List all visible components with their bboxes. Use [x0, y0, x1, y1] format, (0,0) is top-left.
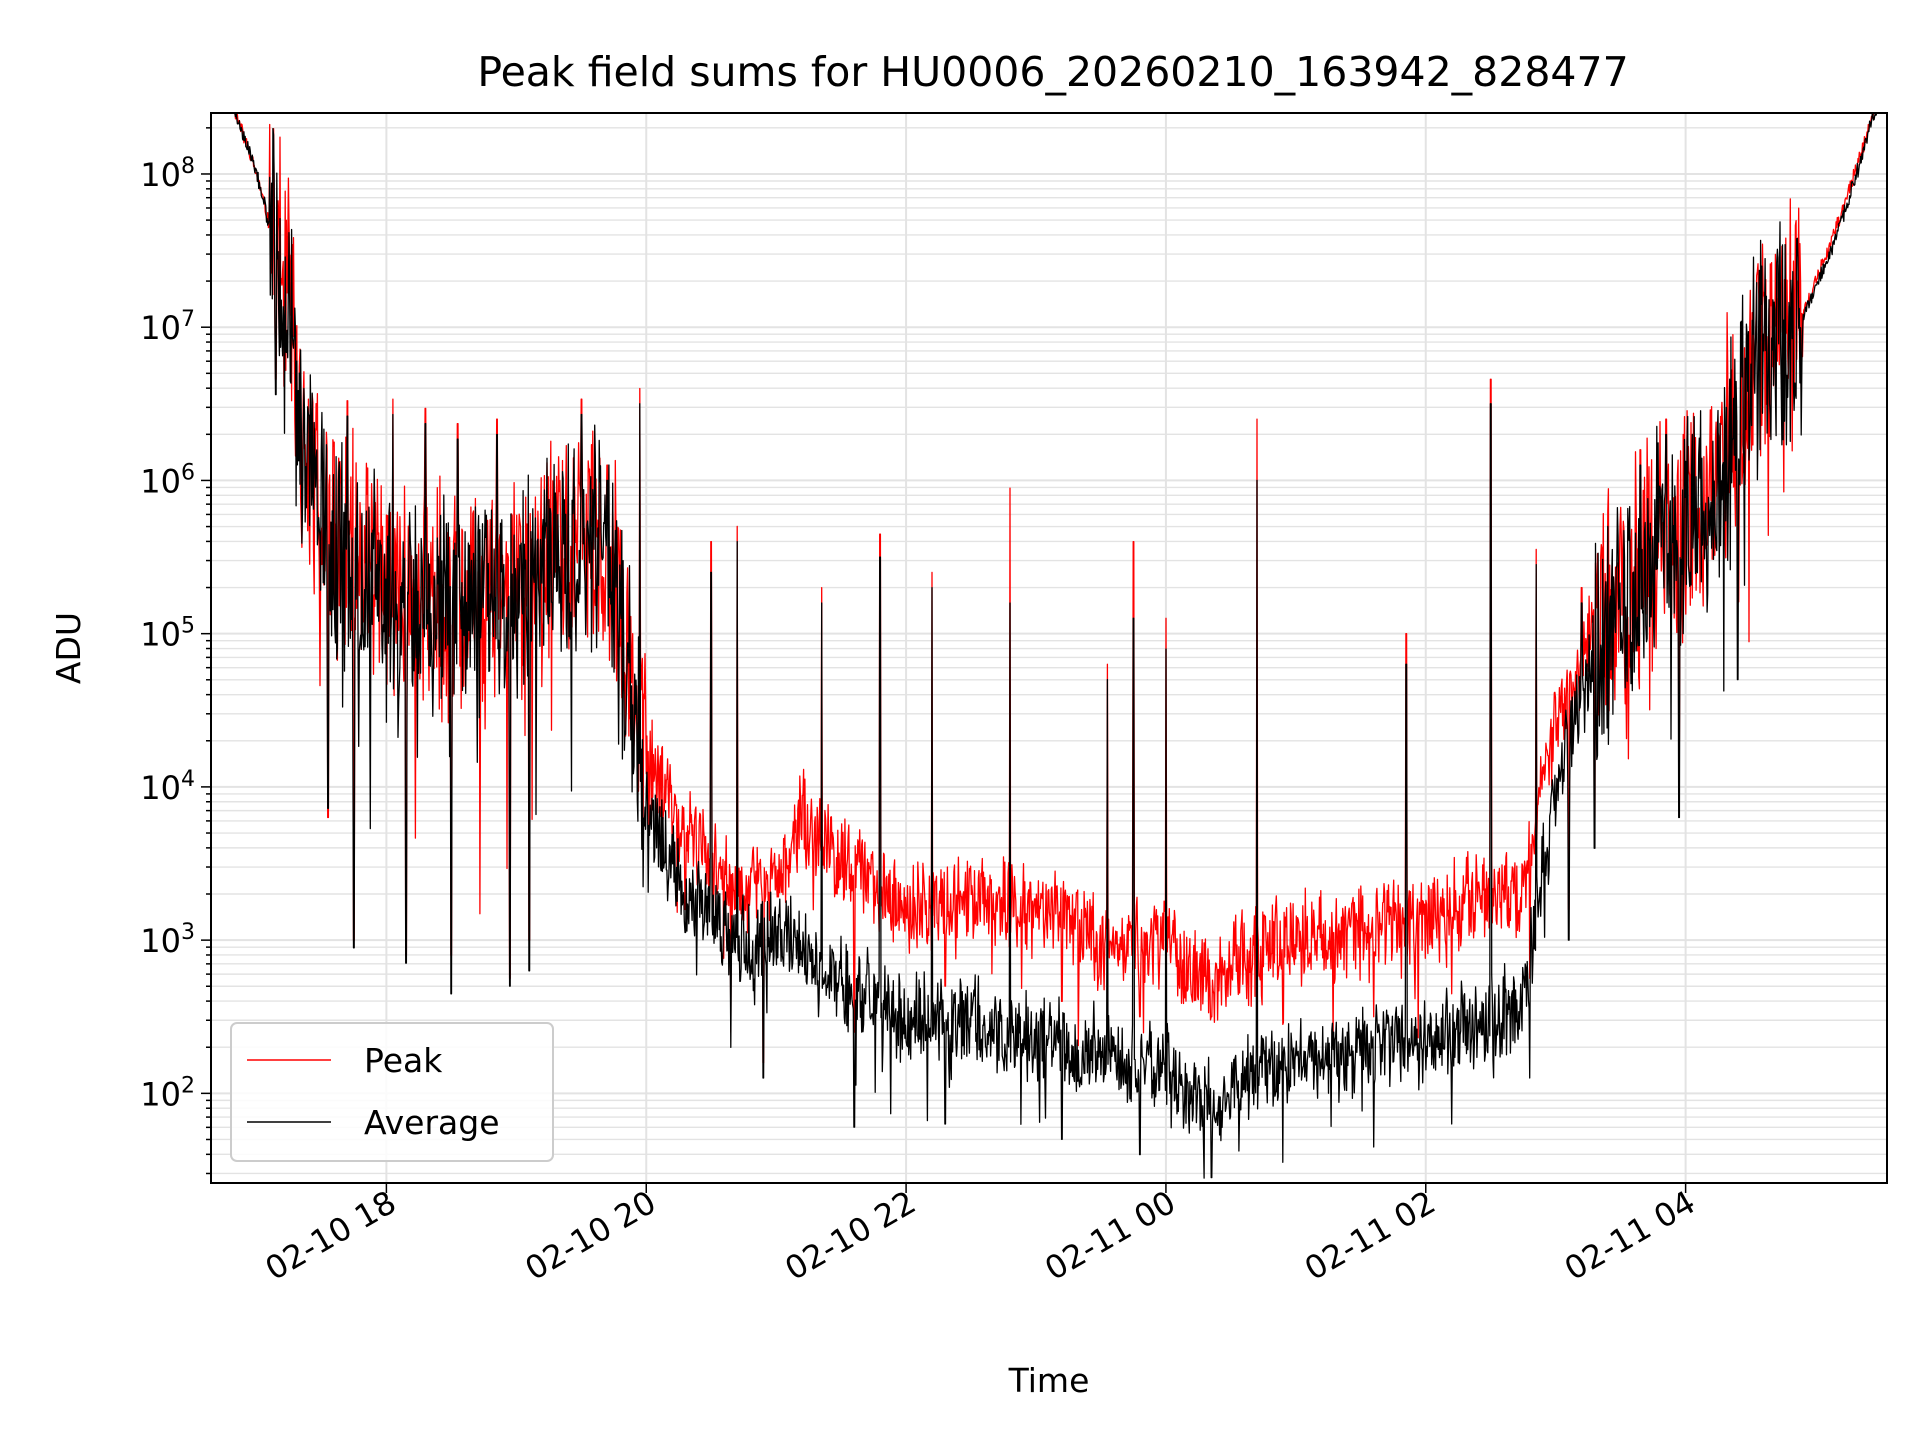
- chart-title: Peak field sums for HU0006_20260210_1639…: [477, 48, 1628, 96]
- y-tick-label: 103: [140, 920, 195, 960]
- y-tick-label: 107: [140, 307, 195, 347]
- legend-label-peak: Peak: [364, 1041, 443, 1080]
- series-lines: [210, 112, 1888, 1179]
- y-tick-exponent: 5: [181, 614, 195, 639]
- y-tick-exponent: 3: [181, 920, 195, 945]
- y-tick-exponent: 4: [181, 767, 195, 792]
- y-tick-exponent: 7: [181, 307, 195, 332]
- y-tick-base: 10: [140, 309, 181, 347]
- y-tick-label: 106: [140, 460, 195, 500]
- y-tick-label: 108: [140, 154, 195, 194]
- y-tick-label: 104: [140, 767, 195, 807]
- y-tick-base: 10: [140, 922, 181, 960]
- y-tick-base: 10: [140, 156, 181, 194]
- y-tick-base: 10: [140, 616, 181, 654]
- y-tick-label: 102: [140, 1073, 195, 1113]
- y-axis-label: ADU: [49, 612, 88, 684]
- y-tick-exponent: 6: [181, 460, 195, 485]
- x-axis-label: Time: [1008, 1361, 1090, 1400]
- legend-label-average: Average: [364, 1103, 500, 1142]
- series-line-average: [210, 112, 1888, 1179]
- legend: Peak Average: [230, 1022, 554, 1162]
- y-tick-exponent: 8: [181, 154, 195, 179]
- y-tick-base: 10: [140, 1075, 181, 1113]
- y-tick-base: 10: [140, 769, 181, 807]
- legend-box: [230, 1022, 554, 1162]
- y-tick-label: 105: [140, 614, 195, 654]
- y-tick-base: 10: [140, 462, 181, 500]
- series-line-peak: [210, 112, 1888, 1064]
- y-tick-exponent: 2: [181, 1073, 195, 1098]
